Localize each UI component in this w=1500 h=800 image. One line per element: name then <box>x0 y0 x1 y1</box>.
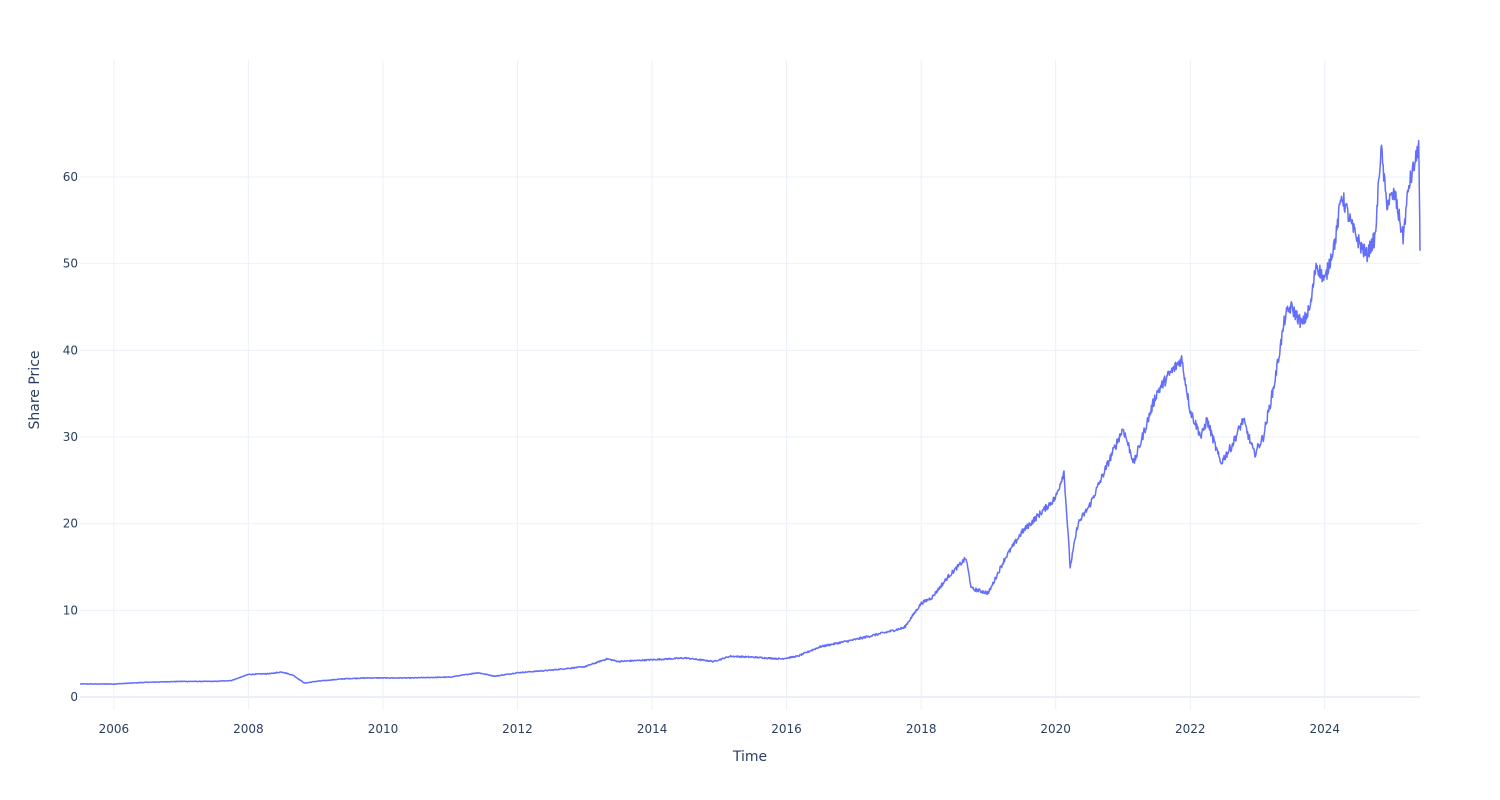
x-tick-label: 2018 <box>906 722 937 736</box>
x-tick-label: 2020 <box>1040 722 1071 736</box>
y-axis-title: Share Price <box>27 350 43 429</box>
x-tick-label: 2008 <box>233 722 264 736</box>
x-axis-title: Time <box>732 749 767 765</box>
y-tick-label: 10 <box>63 603 78 617</box>
x-axis-ticks: 2006 2008 2010 2012 2014 2016 2018 2020 2022 2024 <box>99 722 1340 736</box>
x-tick-label: 2010 <box>368 722 399 736</box>
series-group <box>79 139 1421 685</box>
y-tick-label: 40 <box>63 343 78 357</box>
y-tick-label: 60 <box>63 170 78 184</box>
x-tick-label: 2006 <box>99 722 130 736</box>
x-tick-label: 2016 <box>771 722 802 736</box>
y-tick-label: 20 <box>63 517 78 531</box>
series-line <box>79 139 1421 685</box>
y-tick-label: 0 <box>70 690 78 704</box>
x-tick-label: 2022 <box>1175 722 1206 736</box>
y-tick-label: 50 <box>63 257 78 271</box>
x-tick-label: 2014 <box>637 722 668 736</box>
y-tick-label: 30 <box>63 430 78 444</box>
x-tick-label: 2012 <box>502 722 533 736</box>
gridlines <box>80 60 1420 710</box>
x-tick-label: 2024 <box>1309 722 1340 736</box>
y-axis-ticks: 0 10 20 30 40 50 60 <box>63 170 78 704</box>
